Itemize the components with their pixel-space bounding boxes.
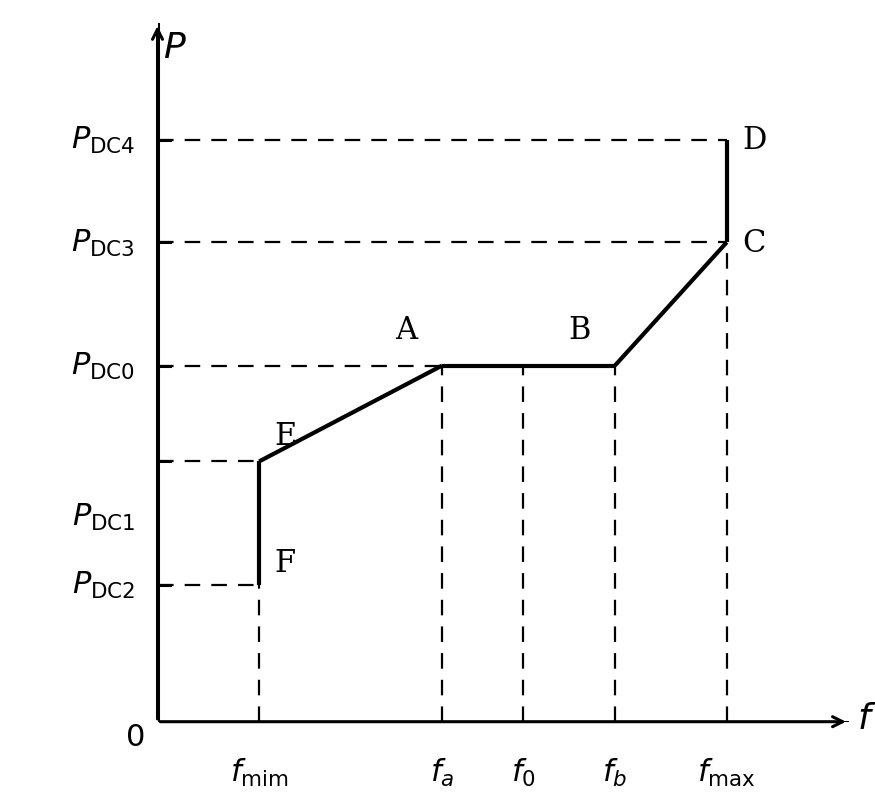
Text: C: C — [742, 228, 766, 258]
Text: F: F — [275, 547, 296, 578]
Text: $0$: $0$ — [125, 721, 145, 752]
Text: $f_b$: $f_b$ — [602, 756, 627, 788]
Text: $f_a$: $f_a$ — [430, 756, 454, 788]
Text: B: B — [568, 314, 591, 346]
Text: $f$: $f$ — [857, 702, 875, 735]
Text: $P_{\mathrm{DC3}}$: $P_{\mathrm{DC3}}$ — [72, 228, 135, 258]
Text: $f_{\mathrm{max}}$: $f_{\mathrm{max}}$ — [697, 756, 756, 788]
Text: $P_{\mathrm{DC0}}$: $P_{\mathrm{DC0}}$ — [71, 350, 135, 382]
Text: $f_0$: $f_0$ — [511, 756, 536, 788]
Text: $P_{\mathrm{DC1}}$: $P_{\mathrm{DC1}}$ — [72, 501, 135, 532]
Text: A: A — [396, 314, 417, 346]
Text: $P_{\mathrm{DC2}}$: $P_{\mathrm{DC2}}$ — [72, 569, 135, 601]
Text: $f_{\mathrm{mim}}$: $f_{\mathrm{mim}}$ — [230, 756, 289, 788]
Text: E: E — [275, 420, 297, 452]
Text: $P$: $P$ — [163, 31, 186, 65]
Text: $P_{\mathrm{DC4}}$: $P_{\mathrm{DC4}}$ — [71, 125, 135, 156]
Text: D: D — [742, 125, 766, 156]
